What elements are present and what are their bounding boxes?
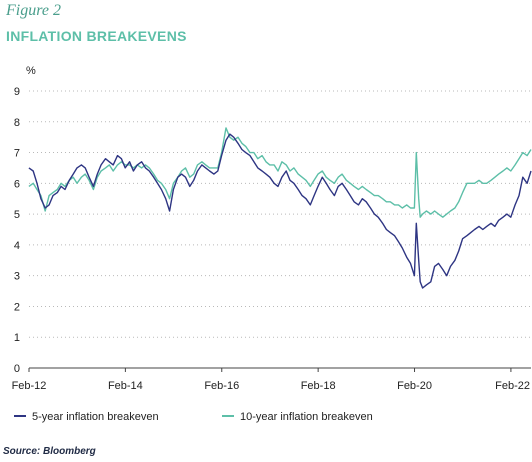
gridlines bbox=[29, 90, 531, 369]
y-tick-label: 6 bbox=[14, 178, 20, 190]
x-tick-label: Feb-20 bbox=[397, 380, 432, 392]
legend-label-10-year: 10-year inflation breakeven bbox=[240, 411, 373, 423]
x-tick-label: Feb-12 bbox=[12, 380, 47, 392]
y-tick-label: 5 bbox=[14, 209, 20, 221]
series-line-5-year bbox=[28, 133, 532, 289]
y-tick-label: 8 bbox=[14, 117, 20, 129]
figure-label: Figure 2 bbox=[6, 2, 61, 19]
y-tick-label: 1 bbox=[14, 332, 20, 344]
source-note: Source: Bloomberg bbox=[3, 446, 96, 457]
y-axis-ticks: 0 1 2 3 4 5 6 7 8 9 bbox=[14, 86, 20, 375]
y-tick-label: 0 bbox=[14, 363, 20, 375]
chart-title: INFLATION BREAKEVENS bbox=[6, 28, 187, 44]
x-axis-ticks: Feb-12 Feb-14 Feb-16 Feb-18 Feb-20 Feb-22 bbox=[12, 368, 530, 392]
x-tick-label: Feb-16 bbox=[204, 380, 239, 392]
y-axis-unit-label: % bbox=[26, 65, 36, 77]
x-tick-label: Feb-18 bbox=[301, 380, 336, 392]
y-tick-label: 4 bbox=[14, 240, 20, 252]
series-lines bbox=[28, 127, 532, 289]
x-tick-label: Feb-22 bbox=[495, 380, 530, 392]
series-line-10-year bbox=[28, 127, 532, 218]
y-tick-label: 3 bbox=[14, 271, 20, 283]
legend: 5-year inflation breakeven 10-year inflat… bbox=[14, 411, 373, 423]
y-tick-label: 9 bbox=[14, 86, 20, 98]
y-tick-label: 2 bbox=[14, 301, 20, 313]
y-tick-label: 7 bbox=[14, 148, 20, 160]
x-tick-label: Feb-14 bbox=[108, 380, 143, 392]
legend-label-5-year: 5-year inflation breakeven bbox=[32, 411, 159, 423]
